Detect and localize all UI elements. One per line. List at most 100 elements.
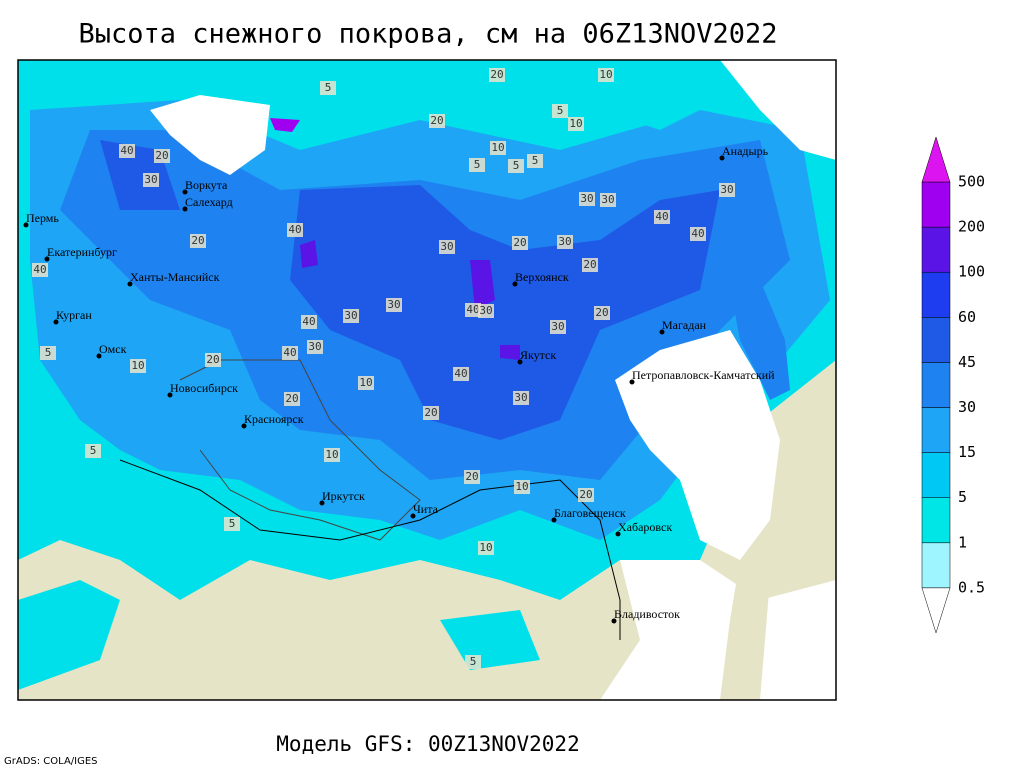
contour-label: 30 (514, 391, 527, 404)
contour-label: 20 (579, 488, 592, 501)
colorbar-label: 15 (958, 443, 976, 461)
city-dot (241, 423, 247, 429)
japan (720, 560, 770, 700)
contour-label-box (598, 68, 614, 82)
contour-label-box (307, 340, 323, 354)
contour-label: 20 (595, 306, 608, 319)
contour-label-box (478, 541, 494, 555)
colorbar-box (921, 317, 951, 363)
contour-label-box (190, 234, 206, 248)
city-label: Ханты-Мансийск (130, 270, 220, 284)
city-dot (53, 319, 59, 325)
contour-label: 10 (479, 541, 492, 554)
contour-label-box (600, 193, 616, 207)
contour-label-box (282, 346, 298, 360)
contour-label: 10 (491, 141, 504, 154)
contour-label: 5 (325, 81, 332, 94)
snow-extreme (270, 118, 300, 132)
contour-label-box (469, 158, 485, 172)
okhotsk-sea (615, 330, 780, 560)
contour-label: 20 (424, 406, 437, 419)
contour-label-box (320, 81, 336, 95)
contour-label-box (284, 392, 300, 406)
contour-label: 40 (691, 227, 704, 240)
contour-label-box (579, 192, 595, 206)
contour-label: 40 (466, 303, 479, 316)
map-frame (17, 59, 837, 701)
contour-label: 30 (344, 309, 357, 322)
contour-label: 40 (288, 223, 301, 236)
contour-label-box (464, 470, 480, 484)
city-dot (127, 281, 133, 287)
contour-label-box (557, 235, 573, 249)
contour-label: 40 (655, 210, 668, 223)
contour-label-box (508, 159, 524, 173)
contour-label-box (40, 346, 56, 360)
city-dot (512, 281, 518, 287)
colorbar-label: 200 (958, 218, 985, 236)
contour-label-box (550, 320, 566, 334)
snow-very-deep (100, 140, 720, 440)
contour-label: 5 (229, 517, 236, 530)
contour-label-box (301, 315, 317, 329)
bering-sea (720, 60, 836, 160)
contour-label: 30 (551, 320, 564, 333)
colorbar-label: 100 (958, 263, 985, 281)
city-label: Магадан (662, 318, 707, 332)
colorbar-min (921, 587, 951, 634)
contour-label-box (514, 480, 530, 494)
contour-label-box (552, 104, 568, 118)
contour-label-box (578, 488, 594, 502)
contour-label: 40 (302, 315, 315, 328)
contour-label-box (654, 210, 670, 224)
credit: GrADS: COLA/IGES (4, 756, 98, 767)
contour-label-box (423, 406, 439, 420)
colorbar-label: 30 (958, 398, 976, 416)
contour-label: 20 (206, 353, 219, 366)
border (179, 359, 421, 541)
colorbar-box (921, 226, 951, 273)
colorbar-box (921, 407, 951, 453)
contour-label: 20 (583, 258, 596, 271)
kamchatka (725, 260, 790, 400)
contour-label-box (324, 448, 340, 462)
contour-label-box (512, 236, 528, 250)
city-dot (182, 206, 188, 212)
city-dot (615, 531, 621, 537)
contour-label-box (343, 309, 359, 323)
contour-label-box (130, 359, 146, 373)
contour-label: 5 (474, 158, 481, 171)
city-dot (167, 392, 173, 398)
sea-ice (150, 60, 720, 130)
contour-label-box (358, 376, 374, 390)
city-dot (629, 379, 635, 385)
city-label: Чита (413, 502, 439, 516)
contour-label: 10 (569, 117, 582, 130)
city-dot (410, 513, 416, 519)
contour-label-box (465, 303, 481, 317)
city-dot (517, 359, 523, 365)
sea-of-japan (600, 560, 836, 700)
contour-label: 5 (45, 346, 52, 359)
city-dot (719, 155, 725, 161)
kara-sea (150, 95, 270, 175)
city-label: Верхоянск (515, 270, 569, 284)
contour-label: 10 (599, 68, 612, 81)
contour-label: 10 (325, 448, 338, 461)
contour-label-box (489, 68, 505, 82)
city-label: Иркутск (322, 489, 365, 503)
contour-label: 10 (515, 480, 528, 493)
colorbar-box (921, 181, 951, 228)
contour-label: 40 (283, 346, 296, 359)
contour-label-box (594, 306, 610, 320)
city-label: Благовещенск (554, 506, 626, 520)
city-label: Владивосток (614, 607, 680, 621)
colorbar-max (921, 136, 951, 183)
contour-label-box (205, 353, 221, 367)
contour-label-box (690, 227, 706, 241)
contour-label-box (513, 391, 529, 405)
colorbar-label: 500 (958, 173, 985, 191)
